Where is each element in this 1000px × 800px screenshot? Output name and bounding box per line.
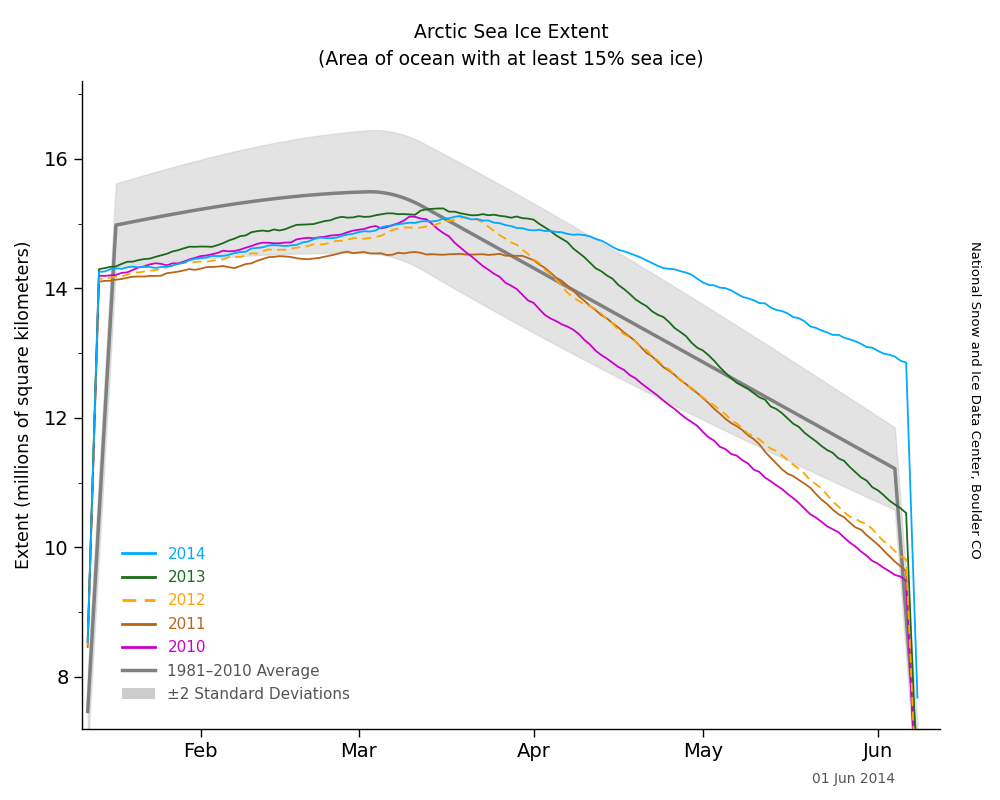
- Text: National Snow and Ice Data Center, Boulder CO: National Snow and Ice Data Center, Bould…: [968, 241, 982, 559]
- Title: Arctic Sea Ice Extent
(Area of ocean with at least 15% sea ice): Arctic Sea Ice Extent (Area of ocean wit…: [318, 23, 704, 69]
- Y-axis label: Extent (millions of square kilometers): Extent (millions of square kilometers): [15, 241, 33, 570]
- Legend: 2014, 2013, 2012, 2011, 2010, 1981–2010 Average, ±2 Standard Deviations: 2014, 2013, 2012, 2011, 2010, 1981–2010 …: [115, 541, 356, 708]
- Text: 01 Jun 2014: 01 Jun 2014: [812, 771, 895, 786]
